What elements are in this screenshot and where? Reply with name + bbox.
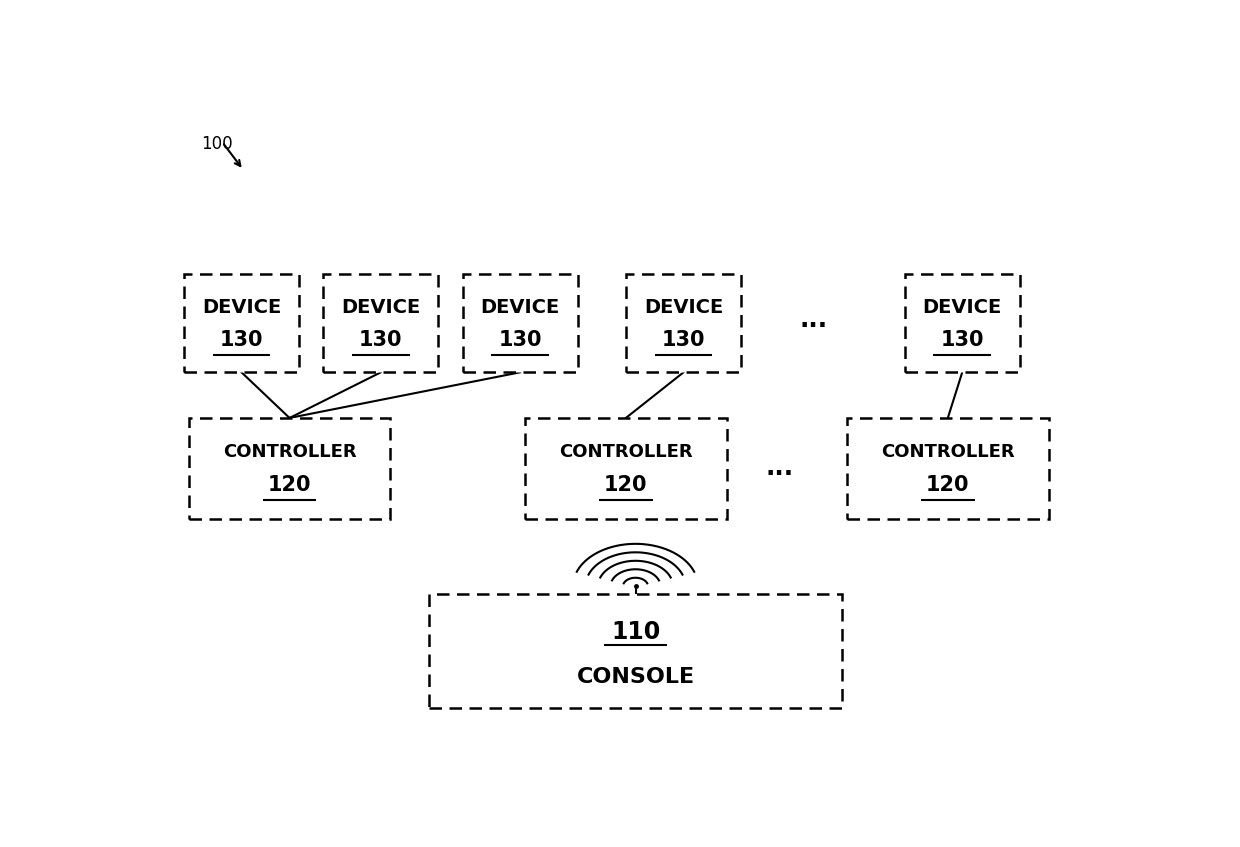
Bar (184, 274, 299, 373)
Bar (847, 418, 1049, 519)
Bar (626, 274, 742, 373)
Bar (188, 418, 391, 519)
Text: 120: 120 (268, 475, 311, 495)
Text: DEVICE: DEVICE (923, 297, 1002, 317)
Bar (429, 594, 842, 708)
Text: 120: 120 (926, 475, 970, 495)
Text: 130: 130 (940, 329, 985, 350)
Text: 130: 130 (360, 329, 403, 350)
Text: CONSOLE: CONSOLE (577, 667, 694, 687)
Bar (324, 274, 439, 373)
Text: 130: 130 (662, 329, 706, 350)
Text: DEVICE: DEVICE (341, 297, 420, 317)
Text: DEVICE: DEVICE (481, 297, 559, 317)
Text: 130: 130 (498, 329, 542, 350)
Text: ...: ... (765, 457, 794, 480)
Text: 120: 120 (604, 475, 647, 495)
Bar (905, 274, 1021, 373)
Text: 110: 110 (611, 619, 660, 644)
Text: DEVICE: DEVICE (644, 297, 723, 317)
Text: ...: ... (800, 308, 827, 332)
Text: CONTROLLER: CONTROLLER (559, 443, 693, 462)
Text: 100: 100 (201, 135, 233, 153)
Text: CONTROLLER: CONTROLLER (223, 443, 356, 462)
Text: 130: 130 (219, 329, 263, 350)
Text: CONTROLLER: CONTROLLER (880, 443, 1014, 462)
Bar (525, 418, 727, 519)
Text: DEVICE: DEVICE (202, 297, 281, 317)
Bar (463, 274, 578, 373)
